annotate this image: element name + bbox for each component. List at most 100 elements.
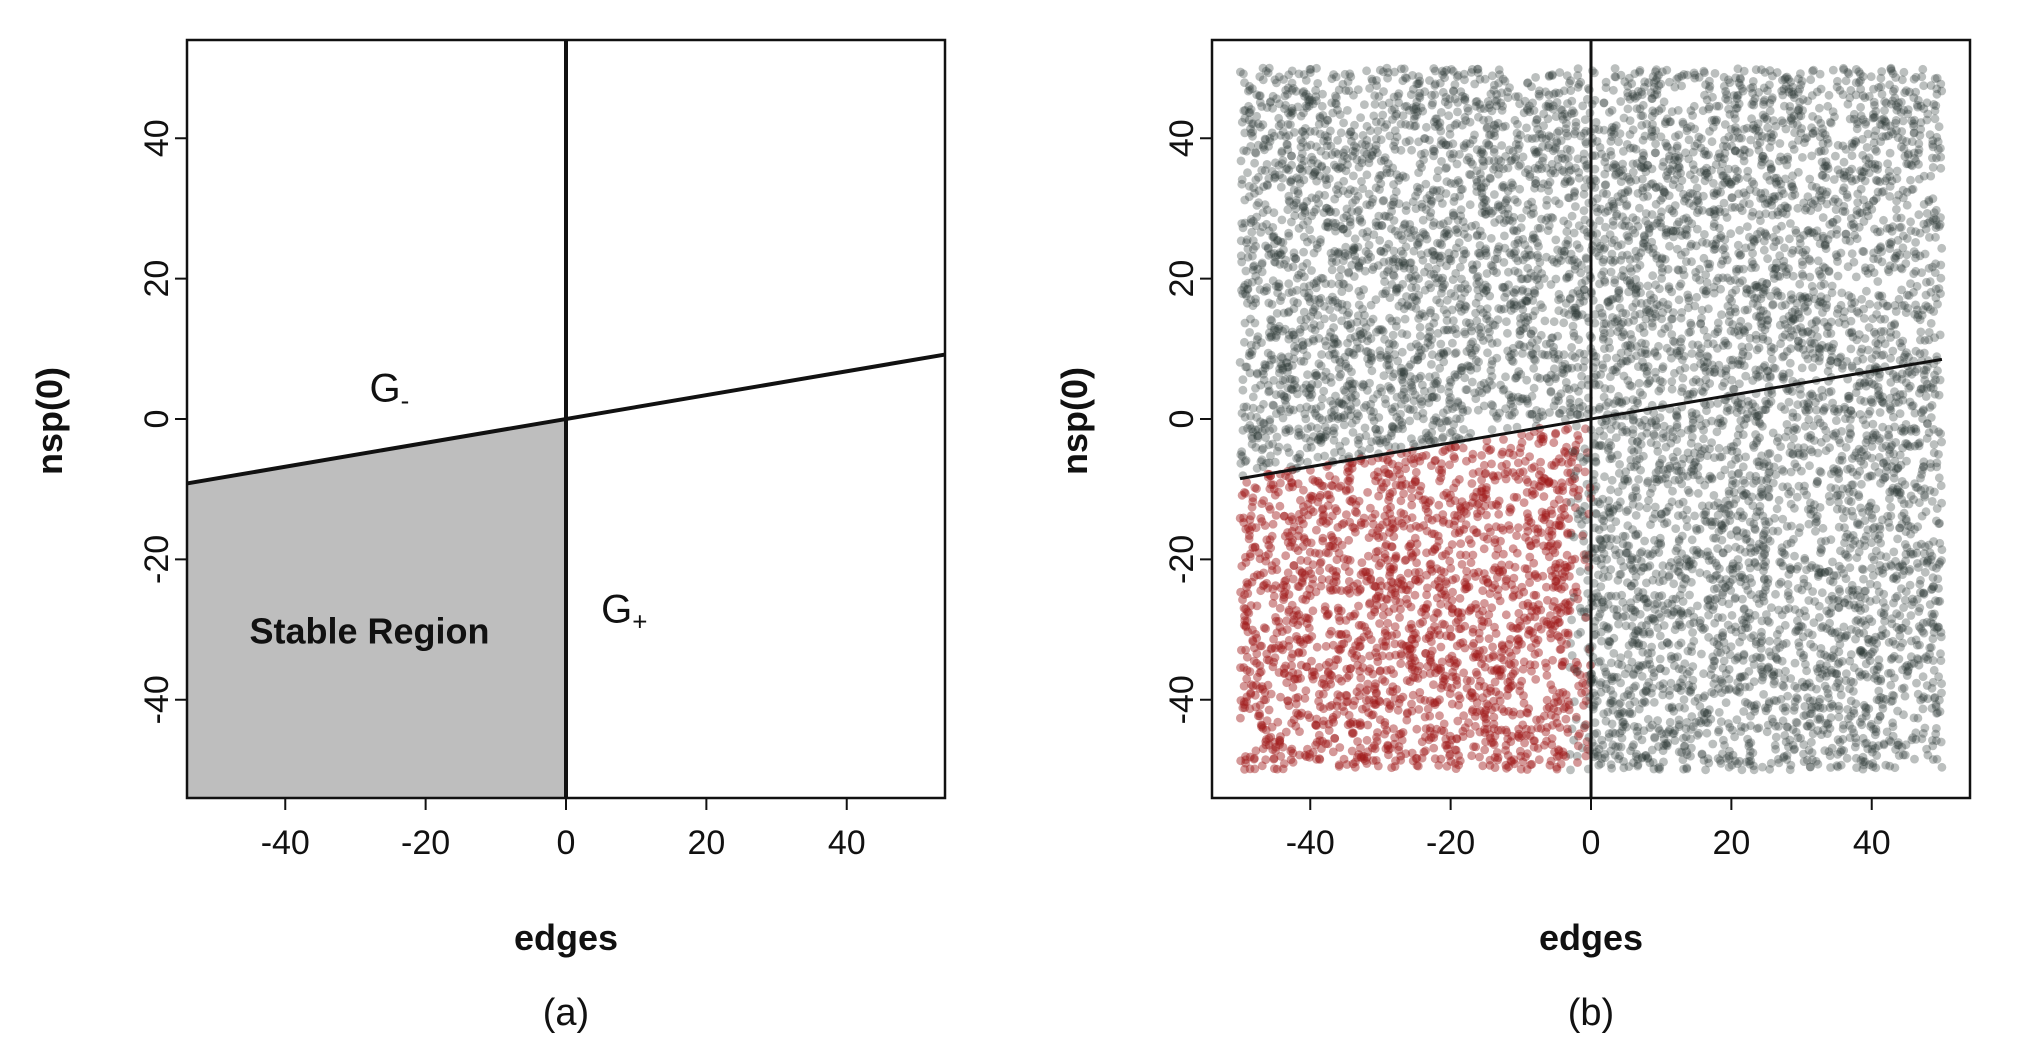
- scatter-point: [1450, 80, 1460, 89]
- scatter-point: [1275, 248, 1285, 258]
- scatter-point: [1658, 684, 1668, 693]
- scatter-point: [1600, 208, 1610, 217]
- scatter-point: [1240, 78, 1249, 88]
- scatter-point: [1270, 170, 1280, 180]
- scatter-point: [1727, 611, 1737, 620]
- scatter-point: [1800, 606, 1809, 616]
- scatter-point: [1682, 522, 1692, 532]
- scatter-point: [1779, 155, 1789, 165]
- scatter-point: [1321, 548, 1331, 557]
- scatter-point: [1637, 90, 1647, 99]
- scatter-point: [1615, 460, 1624, 469]
- scatter-point: [1550, 372, 1560, 382]
- scatter-point: [1915, 228, 1925, 238]
- scatter-point: [1360, 310, 1369, 320]
- scatter-point: [1716, 519, 1726, 529]
- scatter-point: [1273, 288, 1282, 298]
- scatter-point: [1734, 453, 1744, 463]
- scatter-point: [1573, 494, 1583, 503]
- scatter-point: [1794, 307, 1803, 317]
- scatter-point: [1501, 404, 1510, 414]
- scatter-point: [1686, 318, 1695, 328]
- scatter-point: [1511, 152, 1520, 162]
- scatter-point: [1741, 529, 1751, 538]
- scatter-point: [1249, 754, 1259, 764]
- scatter-point: [1275, 501, 1285, 511]
- scatter-point: [1394, 461, 1403, 471]
- y-tick-label: 40: [138, 119, 176, 157]
- scatter-point: [1847, 361, 1857, 371]
- scatter-point: [1688, 675, 1698, 685]
- scatter-point: [1606, 760, 1616, 769]
- scatter-point: [1775, 139, 1785, 148]
- scatter-point: [1631, 511, 1641, 520]
- scatter-point: [1807, 181, 1817, 191]
- g-annotations: G-G+: [369, 366, 647, 636]
- scatter-point: [1778, 482, 1788, 492]
- scatter-point: [1766, 758, 1776, 768]
- scatter-point: [1883, 159, 1892, 169]
- scatter-point: [1284, 362, 1293, 372]
- scatter-point: [1640, 349, 1650, 359]
- scatter-point: [1338, 702, 1347, 712]
- scatter-point: [1609, 604, 1619, 614]
- scatter-point: [1795, 450, 1804, 459]
- scatter-point: [1455, 756, 1465, 766]
- scatter-point: [1780, 74, 1790, 84]
- scatter-point: [1556, 256, 1566, 265]
- scatter-point: [1664, 561, 1674, 571]
- scatter-point: [1851, 272, 1861, 282]
- scatter-point: [1265, 417, 1274, 427]
- scatter-point: [1926, 305, 1935, 314]
- scatter-point: [1533, 723, 1543, 733]
- scatter-point: [1631, 483, 1640, 492]
- scatter-point: [1538, 156, 1547, 166]
- scatter-point: [1515, 99, 1524, 109]
- scatter-point: [1804, 596, 1814, 605]
- scatter-point: [1322, 490, 1332, 500]
- scatter-point: [1624, 232, 1633, 242]
- scatter-point: [1288, 574, 1298, 584]
- scatter-point: [1284, 701, 1294, 710]
- scatter-point: [1398, 235, 1408, 245]
- scatter-point: [1385, 354, 1394, 363]
- scatter-point: [1534, 470, 1544, 480]
- scatter-point: [1375, 346, 1385, 356]
- scatter-point: [1824, 747, 1834, 757]
- scatter-point: [1397, 347, 1407, 357]
- scatter-point: [1570, 261, 1580, 271]
- scatter-point: [1312, 737, 1322, 747]
- scatter-point: [1735, 149, 1745, 158]
- scatter-point: [1865, 656, 1875, 665]
- scatter-point: [1248, 127, 1258, 137]
- scatter-point: [1342, 204, 1352, 214]
- scatter-point: [1358, 131, 1368, 140]
- scatter-point: [1918, 305, 1928, 315]
- scatter-point: [1376, 246, 1386, 256]
- scatter-point: [1880, 106, 1889, 115]
- scatter-point: [1302, 619, 1312, 628]
- scatter-point: [1264, 705, 1274, 715]
- scatter-point: [1287, 718, 1296, 728]
- scatter-point: [1713, 318, 1723, 328]
- scatter-point: [1394, 301, 1404, 311]
- scatter-point: [1609, 129, 1619, 139]
- scatter-point: [1880, 603, 1890, 612]
- scatter-point: [1839, 170, 1849, 180]
- scatter-point: [1565, 572, 1574, 581]
- scatter-point: [1606, 424, 1616, 434]
- scatter-point: [1846, 497, 1856, 507]
- scatter-point: [1628, 436, 1637, 446]
- scatter-point: [1480, 207, 1490, 216]
- scatter-point: [1513, 458, 1523, 468]
- scatter-point: [1868, 314, 1877, 324]
- scatter-point: [1410, 639, 1419, 649]
- scatter-point: [1921, 224, 1931, 234]
- scatter-point: [1351, 415, 1361, 425]
- scatter-point: [1316, 361, 1326, 371]
- scatter-point: [1530, 489, 1539, 499]
- scatter-point: [1912, 364, 1922, 374]
- scatter-point: [1597, 149, 1606, 159]
- scatter-point: [1886, 737, 1896, 747]
- scatter-point: [1505, 410, 1514, 420]
